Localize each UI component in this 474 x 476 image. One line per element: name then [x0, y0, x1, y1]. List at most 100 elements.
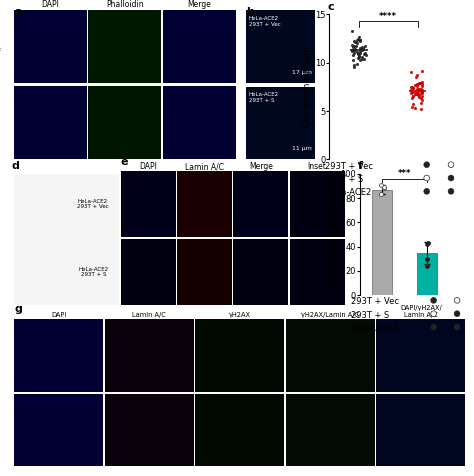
- Point: [414, 80, 421, 88]
- Text: f: f: [358, 161, 363, 171]
- Point: [415, 91, 423, 99]
- Point: [415, 88, 422, 96]
- Point: [360, 55, 368, 63]
- Point: [408, 94, 416, 102]
- Point: [350, 46, 358, 54]
- Point: [419, 68, 426, 75]
- Point: [355, 50, 363, 58]
- Title: DAPI/γH2AX/
Lamin A/C: DAPI/γH2AX/ Lamin A/C: [400, 305, 442, 318]
- Point: [356, 56, 364, 64]
- Point: [408, 83, 416, 91]
- Point: [357, 45, 365, 53]
- Point: [355, 53, 363, 61]
- Title: Lamin A/C: Lamin A/C: [132, 312, 166, 318]
- Point: [415, 91, 422, 99]
- Text: e: e: [121, 157, 128, 167]
- Text: HeLa-ACE2
293T + S: HeLa-ACE2 293T + S: [248, 92, 279, 103]
- Point: [413, 80, 420, 88]
- Point: [349, 44, 357, 51]
- Point: [359, 46, 367, 53]
- Text: 293T + S: 293T + S: [351, 311, 389, 320]
- Point: [423, 240, 430, 248]
- Point: [423, 262, 430, 270]
- Point: [413, 89, 421, 97]
- Point: [350, 49, 358, 57]
- Point: [413, 71, 421, 79]
- Point: [418, 80, 425, 88]
- Point: [411, 90, 419, 98]
- Y-axis label: Lamin A/C positive (%): Lamin A/C positive (%): [328, 187, 337, 282]
- Point: [354, 50, 362, 58]
- Text: 293T + Vec: 293T + Vec: [351, 298, 399, 307]
- Point: [416, 79, 424, 87]
- Point: [417, 85, 425, 93]
- Text: 293T + S: 293T + S: [325, 175, 363, 184]
- Point: [411, 81, 419, 89]
- Title: Inset: Inset: [308, 162, 327, 171]
- Point: [351, 45, 359, 53]
- Point: [356, 37, 364, 44]
- Point: [410, 92, 417, 100]
- Point: [423, 255, 431, 263]
- Text: 17 μm: 17 μm: [292, 69, 312, 75]
- Text: ****: ****: [379, 11, 397, 20]
- Title: γH2AX: γH2AX: [229, 312, 251, 318]
- Point: [351, 61, 358, 69]
- Point: [409, 100, 417, 108]
- Bar: [417, 253, 437, 295]
- Point: [359, 45, 367, 52]
- Title: Merge: Merge: [187, 0, 211, 10]
- Point: [360, 50, 368, 58]
- Point: [417, 106, 424, 113]
- Point: [362, 51, 369, 59]
- Point: [409, 84, 417, 92]
- Point: [353, 36, 361, 43]
- Point: [413, 85, 421, 93]
- Point: [411, 89, 419, 96]
- Point: [380, 185, 388, 192]
- Point: [407, 86, 415, 94]
- Bar: [373, 189, 392, 295]
- Text: c: c: [327, 2, 334, 12]
- Point: [353, 49, 360, 56]
- Point: [354, 54, 362, 61]
- Y-axis label: Cell thickness (μm): Cell thickness (μm): [303, 46, 312, 128]
- Text: a: a: [14, 7, 22, 17]
- Point: [361, 50, 369, 57]
- Point: [356, 47, 364, 55]
- Point: [355, 35, 362, 43]
- Point: [352, 42, 360, 50]
- Text: HeLa-ACE2
293T + Vec: HeLa-ACE2 293T + Vec: [248, 16, 280, 27]
- Point: [358, 53, 365, 61]
- Point: [349, 47, 356, 55]
- Text: 11 μm: 11 μm: [292, 146, 312, 151]
- Point: [358, 44, 366, 51]
- Point: [417, 94, 425, 102]
- Text: HeLa-ACE2
293T + Vec: HeLa-ACE2 293T + Vec: [0, 41, 1, 52]
- Point: [408, 89, 415, 96]
- Point: [356, 50, 364, 57]
- Point: [418, 86, 426, 93]
- Text: b: b: [246, 7, 255, 17]
- Title: Merge: Merge: [249, 162, 273, 171]
- Point: [419, 79, 426, 86]
- Point: [407, 89, 415, 97]
- Point: [351, 47, 359, 54]
- Point: [418, 89, 426, 97]
- Point: [407, 68, 415, 76]
- Point: [348, 46, 356, 54]
- Point: [417, 89, 425, 97]
- Point: [418, 99, 425, 107]
- Point: [349, 28, 356, 35]
- Point: [358, 55, 365, 63]
- Point: [361, 42, 369, 50]
- Point: [356, 37, 364, 45]
- Point: [348, 41, 356, 49]
- Title: Lamin A/C: Lamin A/C: [185, 162, 224, 171]
- Text: ***: ***: [398, 169, 411, 178]
- Point: [349, 57, 357, 64]
- Point: [349, 51, 357, 59]
- Point: [381, 183, 388, 191]
- Point: [409, 92, 417, 99]
- Point: [412, 90, 419, 98]
